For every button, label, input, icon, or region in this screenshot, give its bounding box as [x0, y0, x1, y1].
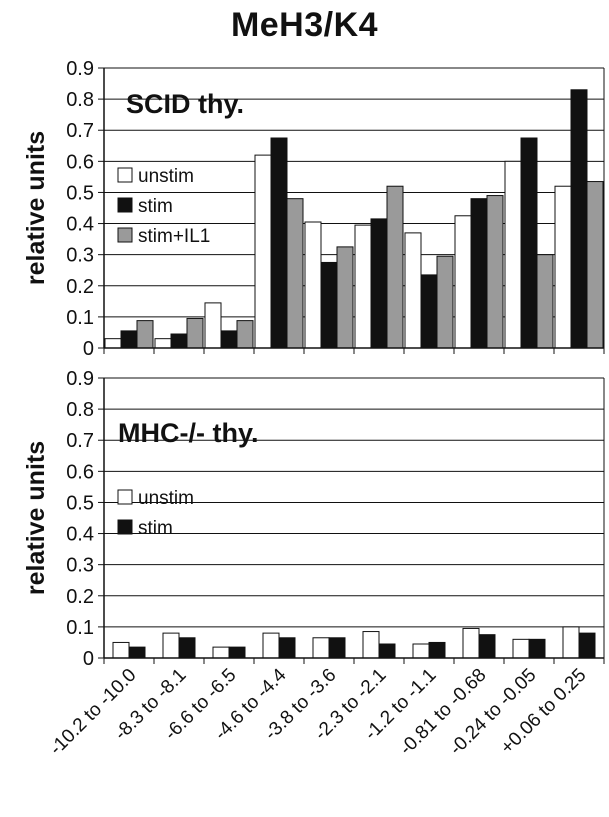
bar-stim: [320, 261, 338, 349]
bar-stim: [578, 632, 596, 659]
y-tick-label: 0.3: [66, 245, 94, 267]
bar-stim-il1: [136, 320, 154, 349]
y-tick-label: 0.1: [66, 617, 94, 639]
bar-unstim: [312, 637, 330, 659]
bar-unstim: [304, 221, 322, 349]
y-tick-label: 0.4: [66, 214, 94, 236]
legend-swatch: [117, 519, 133, 535]
legend-label: unstim: [138, 488, 194, 509]
bar-stim: [120, 330, 138, 349]
x-category-labels: -10.2 to -10.0-8.3 to -8.1-6.6 to -6.5-4…: [46, 664, 591, 759]
bar-stim: [520, 137, 538, 349]
panel-label: MHC-/- thy.: [118, 418, 258, 448]
bar-stim: [170, 333, 188, 349]
x-category-label: -10.2 to -10.0: [46, 665, 141, 760]
legend-swatch: [117, 489, 133, 505]
bar-stim: [278, 637, 296, 659]
y-tick-label: 0.8: [66, 399, 94, 421]
y-tick-label: 0.7: [66, 120, 94, 142]
bar-unstim: [512, 638, 530, 659]
legend-label: stim+IL1: [138, 226, 210, 247]
y-axis-label: relative units: [22, 441, 50, 595]
bar-stim: [128, 646, 146, 659]
bar-unstim: [362, 631, 380, 659]
bar-stim-il1: [536, 254, 554, 349]
legend-swatch: [117, 167, 133, 183]
chart-panel-1: 0 0.1 0.2 0.3 0.4 0.5 0.6 0.7 0.8 0.9 relative uni…: [22, 58, 605, 360]
x-category-label: -0.24 to -0.05: [446, 665, 541, 760]
bar-stim: [528, 638, 546, 659]
bar-stim-il1: [186, 317, 204, 349]
y-tick-label: 0: [83, 648, 94, 670]
bar-stim-il1: [336, 246, 354, 349]
bar-stim: [478, 634, 496, 659]
bar-unstim: [204, 302, 222, 349]
bar-stim: [470, 198, 488, 349]
bar-stim-il1: [586, 181, 604, 349]
bar-stim-il1: [286, 198, 304, 349]
bar-unstim: [404, 232, 422, 349]
panel-label: SCID thy.: [126, 89, 244, 119]
bar-unstim: [462, 627, 480, 659]
x-category-label: -0.81 to -0.68: [396, 665, 491, 760]
bar-unstim: [154, 338, 172, 349]
bar-unstim: [104, 338, 122, 349]
bar-unstim: [554, 185, 572, 349]
bar-unstim: [212, 646, 230, 659]
bar-unstim: [504, 160, 522, 349]
y-tick-label: 0.7: [66, 430, 94, 452]
bar-stim: [328, 637, 346, 659]
chart-title: MeH3/K4: [230, 6, 379, 44]
y-tick-label: 0.5: [66, 492, 94, 514]
y-tick-label: 0.4: [66, 524, 94, 546]
legend-label: stim: [138, 518, 173, 539]
bar-stim-il1: [236, 320, 254, 349]
bar-stim-il1: [486, 195, 504, 349]
y-tick-label: 0.3: [66, 555, 94, 577]
bar-stim: [428, 641, 446, 659]
y-tick-label: 0.1: [66, 307, 94, 329]
legend-swatch: [117, 197, 133, 213]
bar-stim-il1: [386, 185, 404, 349]
legend-label: stim: [138, 196, 173, 217]
chart-panel-2: 0 0.1 0.2 0.3 0.4 0.5 0.6 0.7 0.8 0.9 relative uni…: [22, 368, 605, 670]
y-tick-label: 0.6: [66, 461, 94, 483]
bar-stim: [178, 637, 196, 659]
bar-unstim: [454, 215, 472, 349]
y-tick-label: 0.9: [66, 58, 94, 80]
bar-stim: [420, 274, 438, 349]
y-tick-label: 0.8: [66, 89, 94, 111]
bar-unstim: [162, 632, 180, 659]
bar-stim: [228, 646, 246, 659]
y-tick-label: 0.6: [66, 151, 94, 173]
bar-stim-il1: [436, 255, 454, 349]
bar-stim: [270, 137, 288, 349]
y-axis-label: relative units: [22, 131, 50, 285]
bar-unstim: [262, 632, 280, 659]
y-tick-label: 0.2: [66, 586, 94, 608]
y-tick-label: 0: [83, 338, 94, 360]
legend-label: unstim: [138, 166, 194, 187]
legend: unstim stim stim+IL1: [117, 166, 210, 247]
y-tick-label: 0.9: [66, 368, 94, 390]
bar-unstim: [254, 154, 272, 349]
bar-unstim: [354, 224, 372, 349]
bar-unstim: [562, 626, 580, 659]
legend: unstim stim: [117, 488, 194, 539]
bar-stim: [570, 89, 588, 349]
bar-stim: [220, 330, 238, 349]
bar-unstim: [112, 641, 130, 659]
y-tick-label: 0.2: [66, 276, 94, 298]
bar-unstim: [412, 643, 430, 659]
y-tick-label: 0.5: [66, 182, 94, 204]
legend-swatch: [117, 227, 133, 243]
bar-stim: [370, 218, 388, 349]
bar-stim: [378, 643, 396, 659]
